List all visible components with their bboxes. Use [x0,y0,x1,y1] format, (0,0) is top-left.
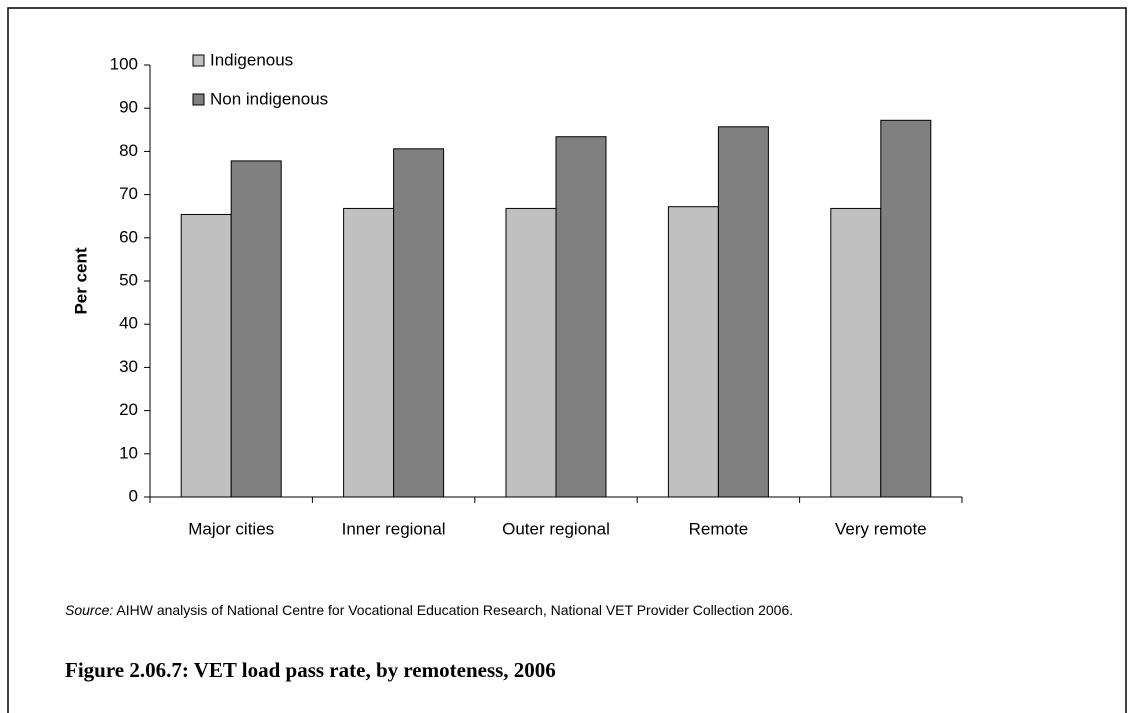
bar [555,136,607,498]
y-tick-label: 60 [119,227,138,246]
bar [230,160,282,498]
source-note: Source: AIHW analysis of National Centre… [65,602,793,618]
y-tick-label: 20 [119,400,138,419]
y-tick-label: 50 [119,270,138,289]
source-text: AIHW analysis of National Centre for Voc… [116,602,793,618]
y-tick-label: 40 [119,314,138,333]
y-tick-label: 70 [119,184,138,203]
bar [180,213,232,498]
legend-label: Indigenous [210,50,293,69]
x-tick-label: Outer regional [502,519,610,538]
bar [717,126,769,498]
y-tick-label: 30 [119,357,138,376]
source-label: Source: [65,602,113,618]
legend-swatch [192,54,205,67]
y-tick-label: 80 [119,141,138,160]
bar [343,207,395,498]
legend-label: Non indigenous [210,89,328,108]
caption: Figure 2.06.7: VET load pass rate, by re… [65,658,556,682]
bar [880,119,932,498]
bar [393,148,445,498]
frame [7,7,1127,713]
x-tick-label: Remote [689,519,749,538]
x-tick-label: Major cities [188,519,274,538]
y-tick-label: 100 [110,54,138,73]
y-tick-label: 0 [129,486,138,505]
bar [830,207,882,498]
y-tick-label: 10 [119,443,138,462]
y-axis-title: Per cent [71,247,90,314]
x-tick-label: Very remote [835,519,927,538]
y-tick-label: 90 [119,98,138,117]
legend-swatch [192,93,205,106]
x-tick-label: Inner regional [342,519,446,538]
bar [505,207,557,498]
bar [667,206,719,498]
